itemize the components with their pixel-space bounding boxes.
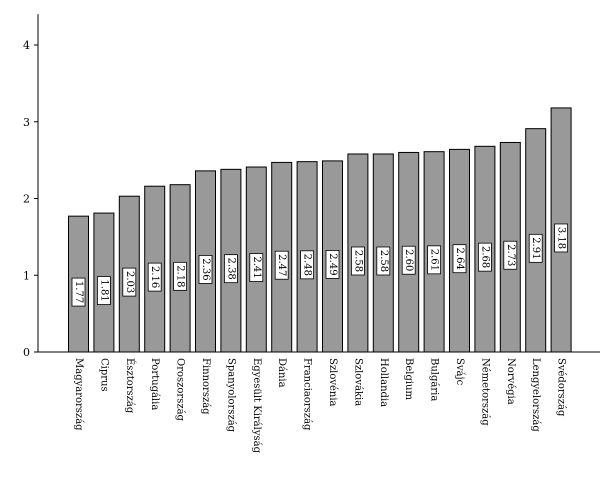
x-tick-label: Norvégia xyxy=(505,358,516,405)
value-label-text: 2.41 xyxy=(251,256,262,278)
x-tick-label: Egyesült Királyság xyxy=(251,358,262,454)
value-label: 2.58 xyxy=(376,246,391,276)
value-label: 2.36 xyxy=(198,255,213,284)
value-label-text: 1.81 xyxy=(98,279,109,301)
y-tick-label: 3 xyxy=(23,116,30,129)
value-label-text: 2.36 xyxy=(200,258,211,280)
value-label: 2.91 xyxy=(528,233,543,263)
value-label: 2.41 xyxy=(249,253,264,282)
x-tick-label: Magyarország xyxy=(73,358,84,431)
x-tick-label: Finnország xyxy=(200,358,211,415)
x-tick-label: Belgium xyxy=(403,358,414,401)
x-tick-label: Franciaország xyxy=(302,358,313,431)
x-tick-label: Oroszország xyxy=(175,358,186,422)
value-label: 2.61 xyxy=(427,245,442,275)
y-tick-label: 2 xyxy=(23,193,30,206)
value-label: 2.73 xyxy=(503,240,518,270)
value-label-text: 2.18 xyxy=(175,265,186,287)
value-label: 2.48 xyxy=(300,250,315,280)
y-tick-label: 0 xyxy=(23,346,30,359)
value-label-text: 2.16 xyxy=(149,266,160,288)
value-label-text: 2.03 xyxy=(124,271,135,293)
x-tick-label: Bulgária xyxy=(429,358,440,401)
value-label-text: 2.60 xyxy=(403,249,414,271)
value-label-text: 2.47 xyxy=(276,254,287,276)
value-label: 2.47 xyxy=(274,250,289,280)
x-tick-label: Észtország xyxy=(124,358,136,414)
value-label-text: 2.58 xyxy=(352,250,363,272)
value-label-text: 2.64 xyxy=(454,248,465,270)
value-label: 2.60 xyxy=(401,245,416,275)
x-tick-label: Németország xyxy=(479,358,490,426)
value-label: 2.64 xyxy=(452,244,467,274)
chart-x-tick-labels: Magyarország Ciprus Észtország Portugália Or… xyxy=(73,358,567,454)
chart-bars xyxy=(68,107,572,353)
x-tick-label: Svájc xyxy=(454,358,465,386)
x-tick-label: Svédország xyxy=(556,358,567,417)
value-label-text: 2.58 xyxy=(378,250,389,272)
x-tick-label: Portugália xyxy=(149,358,160,410)
x-tick-label: Dánia xyxy=(276,358,287,388)
x-tick-label: Lengyelország xyxy=(530,358,541,432)
x-tick-label: Spanyolország xyxy=(225,358,236,433)
x-tick-label: Szlovénia xyxy=(327,358,338,407)
value-label: 2.68 xyxy=(477,242,492,272)
y-tick-label: 4 xyxy=(23,39,30,52)
value-label: 2.18 xyxy=(173,261,188,291)
value-label-text: 2.38 xyxy=(225,258,236,280)
x-tick-label: Ciprus xyxy=(98,358,109,392)
value-label-text: 2.68 xyxy=(479,246,490,268)
chart-value-labels: 1.77 1.81 2.03 2.16 2.18 2.36 2.38 2.41 2.47 2.48… xyxy=(71,223,568,307)
value-label-text: 2.48 xyxy=(302,254,313,276)
value-label-text: 2.73 xyxy=(505,244,516,266)
x-tick-label: Hollandia xyxy=(378,358,389,407)
value-label-text: 2.49 xyxy=(327,253,338,275)
value-label: 2.16 xyxy=(147,262,162,292)
value-label: 3.18 xyxy=(554,223,568,253)
x-tick-label: Szlovákia xyxy=(352,358,363,406)
value-label-text: 2.91 xyxy=(530,237,541,259)
value-label: 1.77 xyxy=(71,277,86,307)
value-label: 1.81 xyxy=(97,276,111,305)
value-label-text: 2.61 xyxy=(429,249,440,271)
value-label: 2.58 xyxy=(350,246,365,276)
value-label: 2.49 xyxy=(325,250,340,279)
value-label: 2.38 xyxy=(223,254,238,284)
value-label-text: 1.77 xyxy=(73,281,84,303)
y-tick-label: 1 xyxy=(23,269,30,282)
value-label: 2.03 xyxy=(122,267,137,297)
value-label-text: 3.18 xyxy=(556,227,567,249)
